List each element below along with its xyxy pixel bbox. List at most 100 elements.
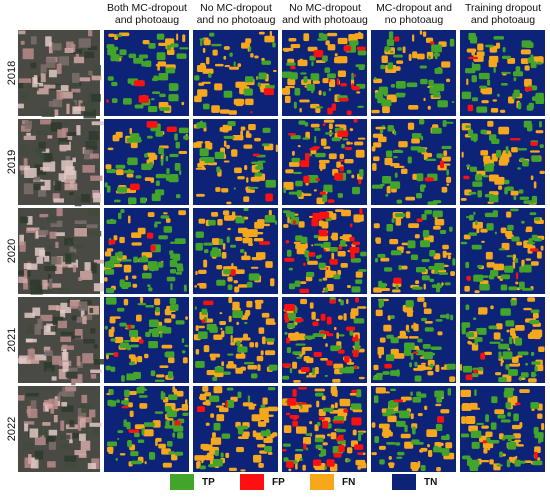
image-patch xyxy=(46,368,52,373)
map-blob xyxy=(466,275,471,281)
image-patch xyxy=(80,270,93,280)
map-blob xyxy=(352,429,357,436)
map-blob xyxy=(268,209,272,216)
map-blob xyxy=(435,285,441,293)
map-blob xyxy=(392,289,401,293)
map-blob xyxy=(245,310,251,316)
map-blob xyxy=(154,223,158,228)
map-blob xyxy=(398,264,402,271)
map-blob xyxy=(243,88,253,96)
image-patch xyxy=(58,134,70,145)
map-blob xyxy=(423,308,432,314)
map-blob xyxy=(137,439,145,443)
map-blob xyxy=(395,66,401,71)
map-blob xyxy=(444,282,451,286)
map-blob xyxy=(387,125,394,132)
map-blob xyxy=(130,141,138,149)
map-blob xyxy=(129,183,140,191)
map-blob xyxy=(441,448,450,456)
map-blob xyxy=(326,433,331,437)
map-blob xyxy=(435,423,443,431)
map-blob xyxy=(137,356,143,363)
map-blob xyxy=(113,352,119,357)
map-blob xyxy=(250,53,254,58)
map-blob xyxy=(521,220,525,224)
map-blob xyxy=(199,148,209,157)
map-blob xyxy=(135,242,142,246)
map-blob xyxy=(204,249,209,254)
map-blob xyxy=(328,87,332,92)
map-blob xyxy=(534,432,544,439)
map-blob xyxy=(511,147,518,153)
map-blob xyxy=(501,71,511,74)
satellite-image xyxy=(18,30,102,119)
map-blob xyxy=(326,267,329,270)
map-blob xyxy=(348,362,355,365)
image-patch xyxy=(57,320,68,329)
map-blob xyxy=(481,100,489,104)
map-blob xyxy=(168,394,178,400)
map-blob xyxy=(299,58,303,66)
image-patch xyxy=(50,122,63,132)
map-blob xyxy=(407,122,415,130)
map-blob xyxy=(137,303,147,306)
map-blob xyxy=(473,211,476,216)
map-blob xyxy=(237,176,245,180)
map-blob xyxy=(175,194,181,199)
map-blob xyxy=(252,153,260,157)
image-patch xyxy=(78,420,82,431)
map-blob xyxy=(346,326,355,331)
map-blob xyxy=(265,179,276,188)
map-blob xyxy=(337,250,346,257)
map-blob xyxy=(352,86,360,91)
map-blob xyxy=(230,244,237,248)
map-blob xyxy=(434,51,438,60)
map-blob xyxy=(262,397,268,405)
map-blob xyxy=(477,264,483,269)
map-blob xyxy=(486,223,494,231)
image-patch xyxy=(82,165,95,173)
map-blob xyxy=(324,374,328,377)
map-blob xyxy=(306,256,310,262)
map-blob xyxy=(388,462,395,466)
map-blob xyxy=(259,412,269,421)
map-blob xyxy=(147,261,158,269)
map-blob xyxy=(507,438,512,442)
map-blob xyxy=(354,365,358,370)
map-blob xyxy=(384,267,393,272)
map-blob xyxy=(470,430,482,439)
map-blob xyxy=(415,350,425,356)
map-blob xyxy=(283,224,289,228)
map-blob xyxy=(404,424,408,433)
map-blob xyxy=(451,100,455,103)
map-blob xyxy=(430,363,434,369)
map-blob xyxy=(320,448,327,457)
map-blob xyxy=(477,190,482,198)
map-blob xyxy=(165,38,175,45)
map-blob xyxy=(375,309,383,317)
map-blob xyxy=(522,287,533,291)
map-blob xyxy=(166,44,171,51)
map-blob xyxy=(174,162,181,171)
map-blob xyxy=(248,404,255,410)
map-blob xyxy=(498,377,507,383)
map-blob xyxy=(232,310,243,318)
map-blob xyxy=(373,156,380,162)
map-blob xyxy=(489,459,494,465)
map-blob xyxy=(333,452,342,458)
map-blob xyxy=(449,376,456,382)
map-blob xyxy=(446,169,449,176)
map-blob xyxy=(218,407,229,413)
map-blob xyxy=(176,53,187,59)
map-blob xyxy=(210,353,216,361)
map-blob xyxy=(479,85,488,89)
map-blob xyxy=(340,299,344,306)
map-blob xyxy=(234,167,242,174)
legend-swatch xyxy=(392,474,416,490)
map-blob xyxy=(242,231,250,237)
image-patch xyxy=(48,398,58,410)
map-blob xyxy=(424,320,433,324)
map-blob xyxy=(434,262,445,271)
map-blob xyxy=(355,279,363,284)
map-blob xyxy=(465,304,470,311)
